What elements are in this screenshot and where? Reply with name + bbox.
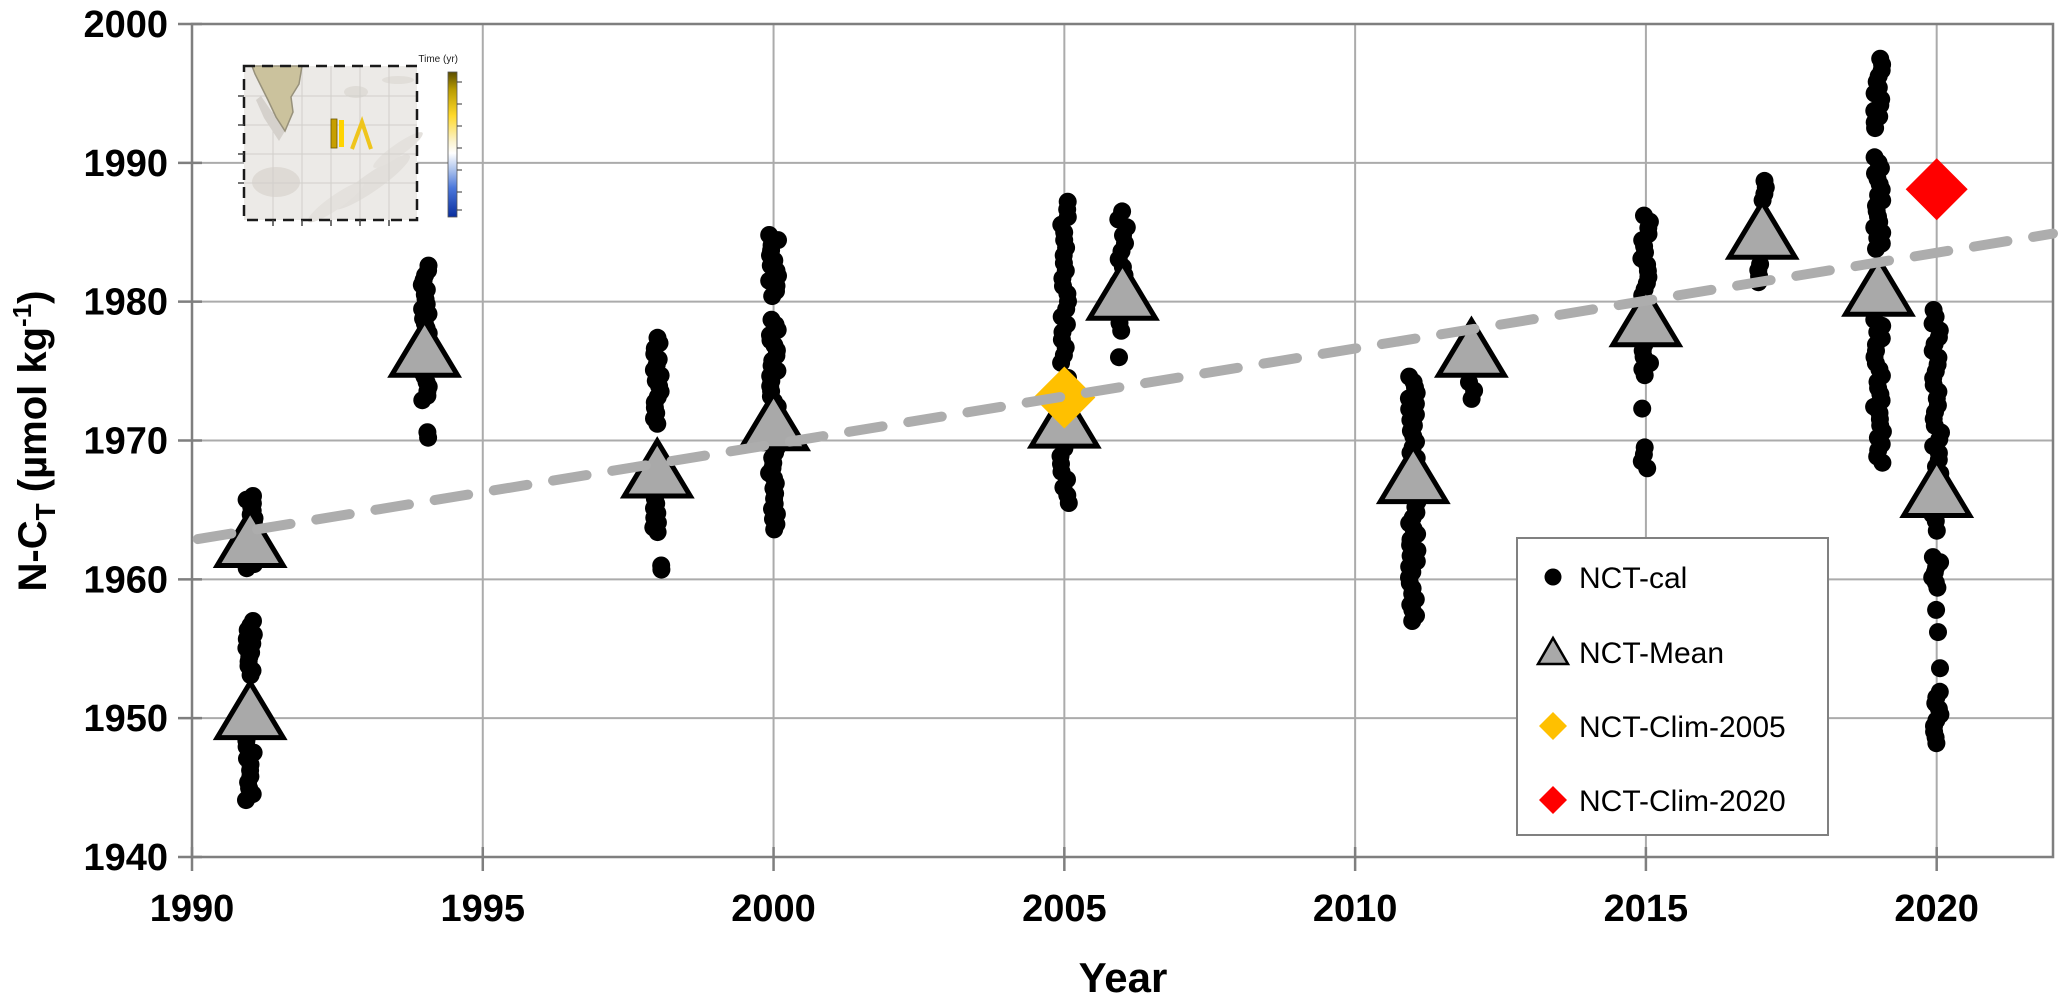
nct-mean-triangle [1608,284,1684,348]
nct-cal-dot [1110,348,1128,367]
nct-mean-triangle [1841,254,1916,317]
inset-bathymetry-texture [252,76,423,223]
y-axis-tick-label: 1950 [83,698,168,740]
nct-cal-dot [413,391,432,410]
nct-mean-triangle [736,388,812,452]
x-axis-tick-label: 1995 [441,888,526,930]
nct-mean-triangle [1724,197,1800,260]
y-axis-tick-label: 2000 [83,4,168,46]
nct-cal-dot [1866,119,1885,138]
nct-cal-dot [648,523,667,542]
legend-label-nct-cal: NCT-cal [1579,562,1687,595]
nct-cal-dot [765,520,784,539]
nct-cal-dot [1462,389,1481,408]
nct-cal-dot [1928,578,1947,597]
nct-cal-dot [1927,600,1946,619]
y-axis-title-superscript: -1 [7,304,37,327]
nct-cal-dot [763,287,782,306]
y-axis-tick-label: 1940 [83,837,168,879]
legend-label-nct-clim-2005: NCT-Clim-2005 [1579,711,1786,744]
nct-cal-dot [1633,399,1652,418]
nct-cal-dot [1873,453,1892,472]
nct-mean-triangle [1433,315,1509,378]
nct-cal-dot [1635,366,1654,385]
nct-cal-dot [652,560,671,579]
nct-mean-triangle [1899,455,1975,518]
nct-cal-dot [1059,494,1078,512]
y-axis-tick-label: 1970 [83,421,168,463]
inset-axis-ticks [238,95,390,226]
trendline-dashed [192,228,2058,545]
nct-cal-dot [1403,612,1422,630]
legend-marker-nct-clim-2005-diamond-icon [1539,712,1567,740]
inset-dashed-border [242,64,419,222]
nct-clim-2020-diamond [1905,158,1968,221]
axis-tick-marks [178,22,1938,871]
inset-landmass [250,65,303,133]
y-axis-title-main: N-C [11,520,55,591]
nct-cal-dot [1112,321,1131,340]
y-axis-tick-label: 1960 [83,559,168,601]
nct-mean-triangle [212,677,288,741]
y-axis-tick-label: 1980 [83,282,168,324]
y-axis-title-mid: (µmol kg [11,327,55,503]
nct-cal-dot [241,666,260,685]
nct-cal-dot [419,428,438,447]
plot-area-border [190,22,2055,859]
x-axis-tick-label: 2005 [1022,888,1107,930]
x-axis-tick-label: 2010 [1313,888,1398,930]
legend-border [1516,537,1829,836]
x-axis-tick-label: 2020 [1894,888,1979,930]
y-axis-title: N-CT (µmol kg-1) [7,290,61,591]
axis-tick-labels: 1990 1995 2000 2005 2010 2015 2020 2000 1990 1980… [83,4,1979,930]
legend-label-nct-clim-2020: NCT-Clim-2020 [1579,785,1786,818]
inset-colorbar-ticks [457,81,462,211]
nct-cal-dot [1927,734,1946,753]
nct-mean-triangle [1375,441,1451,505]
y-axis-title-end: ) [11,290,55,303]
nct-cal-dot [648,414,667,433]
y-axis-tick-label: 1990 [83,143,168,185]
legend-label-nct-mean: NCT-Mean [1579,637,1724,670]
x-axis-tick-label: 2015 [1604,888,1689,930]
inset-colorbar-label: Time (yr) [418,54,458,65]
inset-coastal-shelf [256,96,285,141]
legend-marker-nct-cal-dot-icon [1544,568,1562,586]
x-axis-tick-label: 2000 [731,888,816,930]
nct-cal-dot [1929,623,1947,642]
inset-cruise-tracks [330,115,373,150]
legend-box: NCT-cal NCT-Mean NCT-Clim-2005 NCT-Clim-… [1516,537,1829,836]
x-axis-title: Year [1079,954,1168,1001]
nct-cal-dot [1927,521,1946,540]
nct-mean-triangle [212,505,288,568]
inset-colorbar [447,71,458,218]
nct-cal-dot [1638,459,1657,478]
nct-cal-dot [237,791,255,810]
x-axis-tick-label: 1990 [150,888,235,930]
nct-mean-triangle [387,315,463,378]
data-series-layer [192,49,2058,810]
legend-marker-nct-mean-triangle-icon [1535,635,1571,666]
nct-cal-dot [1052,353,1071,372]
y-axis-title-subscript: T [30,503,61,520]
inset-location-map: Time (yr) [238,54,462,226]
nct-cal-dot [1931,659,1949,678]
legend-marker-nct-clim-2020-diamond-icon [1539,786,1567,814]
nct-mean-triangle [1085,258,1160,321]
nct-cal-dot [1867,239,1885,258]
